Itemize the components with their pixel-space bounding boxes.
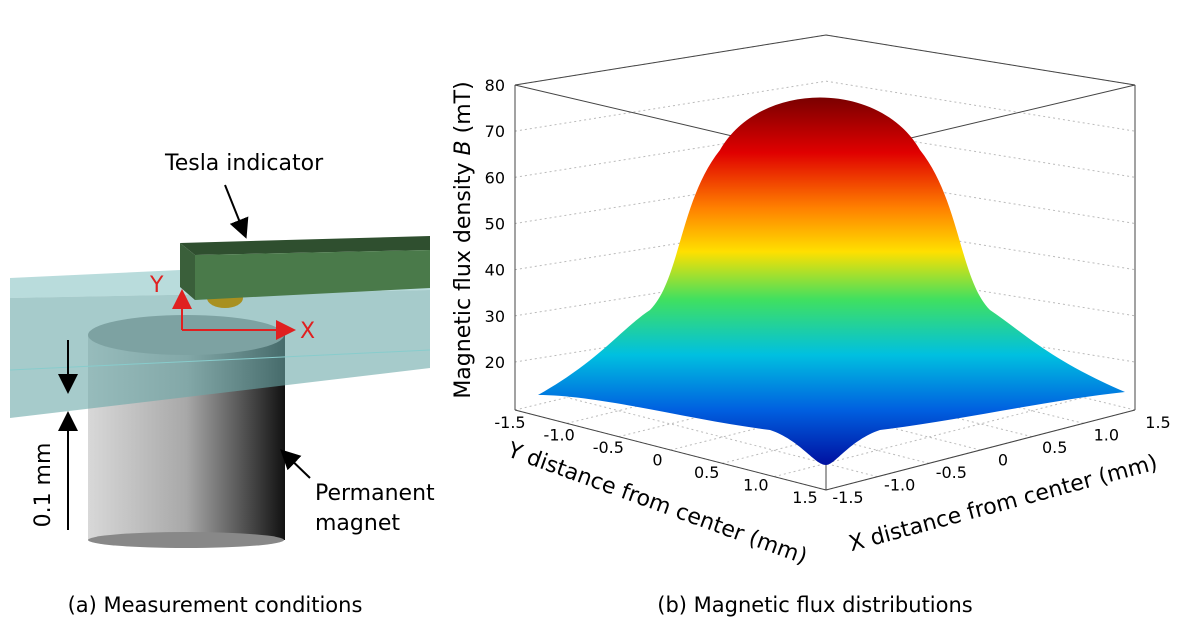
- y-tick-label: -0.5: [593, 438, 624, 457]
- grid-line: [566, 397, 878, 478]
- z-axis-title: Magnetic flux density B (mT): [451, 81, 476, 398]
- z-tick-label: 20: [485, 353, 505, 372]
- label: Tesla indicator: [164, 151, 324, 176]
- arrow: [224, 184, 249, 239]
- z-tick-label: 60: [485, 168, 505, 187]
- magnet-bottom: [88, 532, 284, 548]
- indicator-top: [180, 236, 430, 255]
- x-tick-label: 0.5: [1042, 438, 1067, 457]
- z-tick-label: 40: [485, 261, 505, 280]
- grid-line: [514, 34, 1136, 86]
- label: 0.1 mm: [31, 443, 56, 528]
- caption: (b) Magnetic flux distributions: [657, 593, 972, 617]
- y-tick-label: 0: [652, 451, 662, 470]
- x-tick-label: -0.5: [936, 463, 967, 482]
- y-tick-label: 0.5: [694, 463, 719, 482]
- z-tick-label: 50: [485, 215, 505, 234]
- flux-surface: [538, 97, 1125, 465]
- panel-b: Magnetic flux density B (mT) Y distance …: [451, 34, 1171, 617]
- y-tick-label: -1.5: [494, 413, 525, 432]
- y-tick-label: -1.0: [544, 426, 575, 445]
- plate-front: [10, 290, 430, 418]
- z-title-unit: (mT): [451, 81, 476, 140]
- label: magnet: [315, 511, 400, 536]
- label: Y: [149, 273, 164, 298]
- x-tick-label: 0: [998, 451, 1008, 470]
- panel-a: Tesla indicator Y X Permanent magnet 0.1…: [9, 151, 435, 617]
- z-tick-label: 70: [485, 122, 505, 141]
- z-title-text: Magnetic flux density: [451, 155, 476, 398]
- x-tick-label: -1.0: [884, 476, 915, 495]
- x-tick-label: 1.0: [1094, 426, 1119, 445]
- label: X: [300, 319, 315, 344]
- z-title-symbol: B: [451, 140, 476, 155]
- label: Permanent: [315, 481, 435, 506]
- grid-line: [774, 397, 1084, 478]
- caption: (a) Measurement conditions: [68, 593, 363, 617]
- x-tick-label: 1.5: [1145, 413, 1170, 432]
- y-tick-label: 1.5: [792, 488, 817, 507]
- indicator-end: [180, 243, 195, 300]
- z-tick-label: 30: [485, 307, 505, 326]
- arrow: [280, 449, 311, 479]
- z-tick-label: 80: [485, 76, 505, 95]
- x-tick-label: -1.5: [832, 488, 863, 507]
- plate-edge: [9, 349, 431, 371]
- indicator-front: [195, 250, 430, 300]
- plot-box: [514, 34, 1136, 491]
- y-tick-label: 1.0: [743, 476, 768, 495]
